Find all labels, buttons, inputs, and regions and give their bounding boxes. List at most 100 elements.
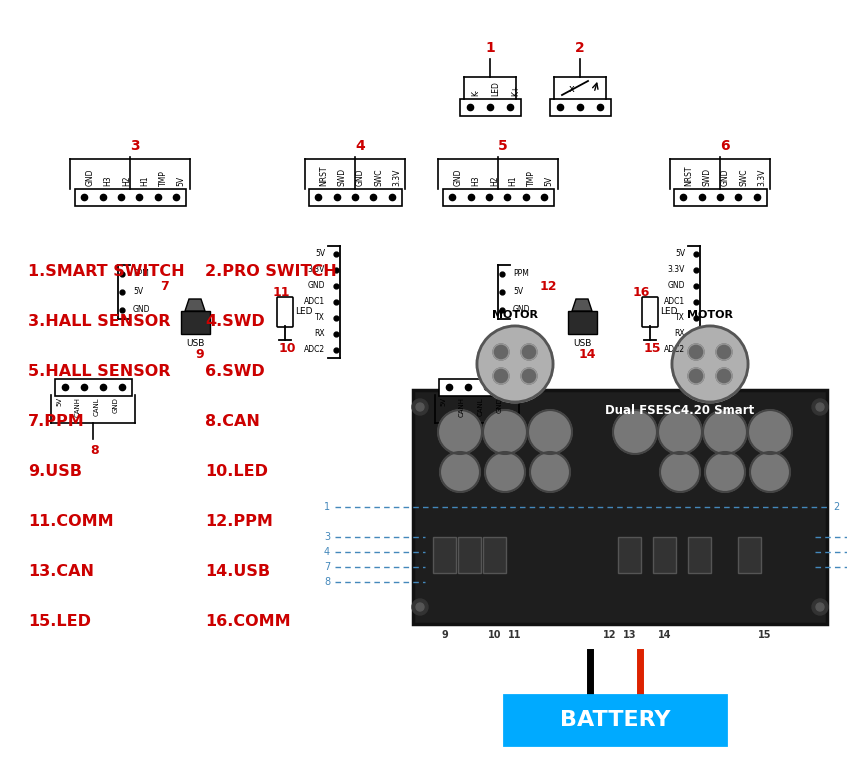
Circle shape [748, 410, 792, 454]
Circle shape [530, 452, 570, 492]
Text: 6: 6 [720, 139, 730, 153]
Circle shape [613, 410, 657, 454]
Text: LED: LED [660, 308, 678, 316]
Text: SWD: SWD [338, 168, 346, 186]
Text: 5V: 5V [513, 287, 523, 296]
Text: 7: 7 [160, 280, 169, 293]
Text: PPM: PPM [513, 270, 529, 278]
Text: 11: 11 [273, 286, 290, 299]
Polygon shape [572, 299, 592, 311]
Text: 5V: 5V [545, 176, 554, 186]
FancyBboxPatch shape [413, 390, 827, 624]
FancyBboxPatch shape [652, 536, 676, 572]
Text: 12: 12 [603, 630, 617, 640]
Text: 15: 15 [758, 630, 772, 640]
Circle shape [477, 326, 553, 402]
FancyBboxPatch shape [617, 536, 640, 572]
Text: 8.CAN: 8.CAN [205, 415, 260, 430]
Circle shape [688, 368, 704, 384]
Text: x: x [569, 84, 575, 94]
Text: CANL: CANL [478, 397, 484, 415]
Text: 15.LED: 15.LED [28, 614, 91, 629]
Text: 1: 1 [324, 502, 330, 512]
Text: 6.SWD: 6.SWD [205, 364, 265, 379]
Text: 3.3V: 3.3V [667, 265, 685, 274]
Text: 5: 5 [498, 139, 508, 153]
FancyBboxPatch shape [180, 310, 209, 334]
Circle shape [485, 452, 525, 492]
Text: 11: 11 [508, 630, 522, 640]
Text: BATTERY: BATTERY [560, 710, 670, 730]
Text: MOTOR: MOTOR [492, 310, 538, 320]
Text: ADC1: ADC1 [304, 297, 325, 306]
Text: 4: 4 [355, 139, 365, 153]
Text: 8: 8 [91, 444, 99, 457]
Text: 4.SWD: 4.SWD [205, 315, 265, 329]
Text: 11.COMM: 11.COMM [28, 514, 113, 530]
Circle shape [521, 368, 537, 384]
Text: CANL: CANL [94, 397, 100, 415]
Text: GND: GND [513, 306, 530, 315]
Text: 5.HALL SENSOR: 5.HALL SENSOR [28, 364, 170, 379]
Text: 2.PRO SWITCH: 2.PRO SWITCH [205, 264, 337, 280]
Text: 3: 3 [324, 532, 330, 542]
Text: RX: RX [314, 329, 325, 338]
Text: RX: RX [674, 329, 685, 338]
Text: TMP: TMP [158, 170, 168, 186]
Text: 5V: 5V [177, 176, 185, 186]
Text: LED: LED [295, 308, 313, 316]
Text: GND: GND [721, 168, 730, 186]
Text: GND: GND [356, 168, 365, 186]
Text: H3: H3 [472, 175, 480, 186]
Text: H1: H1 [140, 175, 149, 186]
FancyBboxPatch shape [550, 98, 611, 116]
Text: 3.3V: 3.3V [307, 265, 325, 274]
Text: 10: 10 [488, 630, 501, 640]
Circle shape [716, 368, 732, 384]
Polygon shape [185, 299, 205, 311]
Circle shape [716, 344, 732, 360]
Circle shape [750, 452, 790, 492]
FancyBboxPatch shape [457, 536, 480, 572]
Text: H2: H2 [490, 175, 499, 186]
FancyBboxPatch shape [673, 188, 767, 206]
Circle shape [521, 344, 537, 360]
Text: 7.PPM: 7.PPM [28, 415, 85, 430]
Text: 1.SMART SWITCH: 1.SMART SWITCH [28, 264, 185, 280]
Circle shape [672, 326, 748, 402]
Text: 16: 16 [633, 286, 650, 299]
Circle shape [528, 410, 572, 454]
Text: TX: TX [315, 313, 325, 322]
FancyBboxPatch shape [504, 695, 726, 745]
Text: SWD: SWD [703, 168, 711, 186]
Text: K+: K+ [511, 85, 520, 96]
Circle shape [412, 599, 428, 615]
Text: 8: 8 [324, 577, 330, 587]
Text: K-: K- [471, 89, 480, 96]
Text: 13: 13 [470, 444, 488, 457]
FancyBboxPatch shape [642, 297, 658, 327]
Text: USB: USB [573, 339, 591, 348]
Text: LED: LED [491, 81, 500, 96]
Circle shape [812, 599, 828, 615]
Text: ADC2: ADC2 [304, 345, 325, 354]
Text: 14.USB: 14.USB [205, 565, 270, 579]
Text: 5V: 5V [133, 287, 143, 296]
Text: CANH: CANH [75, 397, 81, 417]
Circle shape [412, 399, 428, 415]
Text: 5V: 5V [56, 397, 62, 406]
FancyBboxPatch shape [277, 297, 293, 327]
Text: 5V: 5V [675, 249, 685, 258]
Text: 16.COMM: 16.COMM [205, 614, 291, 629]
Circle shape [416, 403, 424, 411]
Circle shape [416, 603, 424, 611]
Text: GND: GND [133, 306, 151, 315]
Circle shape [440, 452, 480, 492]
Text: GND: GND [453, 168, 462, 186]
Circle shape [438, 410, 482, 454]
Text: GND: GND [113, 397, 119, 413]
Text: ADC1: ADC1 [664, 297, 685, 306]
Text: 9: 9 [441, 630, 448, 640]
Circle shape [812, 399, 828, 415]
Circle shape [703, 410, 747, 454]
